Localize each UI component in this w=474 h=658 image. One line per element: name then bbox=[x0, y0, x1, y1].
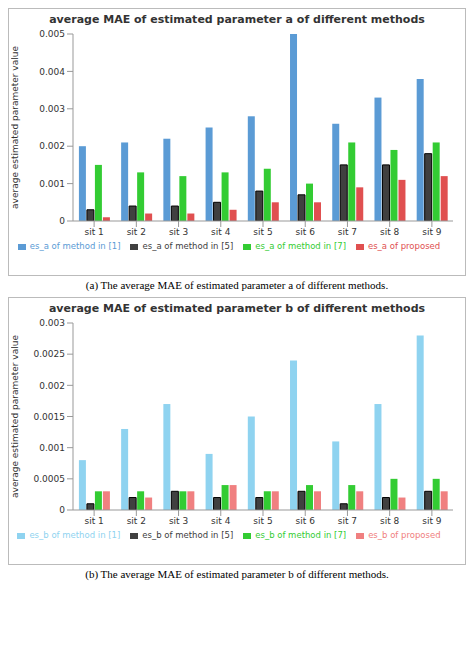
svg-text:sit 1: sit 1 bbox=[84, 516, 103, 526]
svg-text:average estimated parameter va: average estimated parameter value bbox=[11, 46, 20, 209]
html-text:es_b of method in [1]: es_b of method in [1] bbox=[29, 530, 121, 540]
html-text:es_b of method in [7]: es_b of method in [7] bbox=[255, 530, 347, 540]
svg-text:average estimated parameter va: average estimated parameter value bbox=[11, 335, 20, 498]
html-text:(a) The average MAE of estimat: (a) The average MAE of estimated paramet… bbox=[85, 279, 389, 291]
svg-text:sit 9: sit 9 bbox=[422, 227, 442, 237]
svg-text:sit 7: sit 7 bbox=[338, 516, 357, 526]
html-text:es_a of proposed: es_a of proposed bbox=[368, 241, 441, 251]
svg-text:0.004: 0.004 bbox=[39, 67, 65, 77]
svg-text:0.001: 0.001 bbox=[39, 179, 65, 189]
svg-text:sit 3: sit 3 bbox=[169, 516, 188, 526]
svg-text:sit 2: sit 2 bbox=[127, 227, 146, 237]
svg-text:0.0025: 0.0025 bbox=[34, 349, 66, 359]
svg-text:0.002: 0.002 bbox=[39, 141, 65, 151]
html-text:es_b of proposed: es_b of proposed bbox=[368, 530, 441, 540]
svg-text:sit 3: sit 3 bbox=[169, 227, 188, 237]
svg-text:sit 9: sit 9 bbox=[422, 516, 442, 526]
svg-text:0.005: 0.005 bbox=[39, 29, 65, 39]
svg-text:0.001: 0.001 bbox=[39, 443, 65, 453]
svg-text:sit 6: sit 6 bbox=[296, 227, 316, 237]
html-text:es_a of method in [1]: es_a of method in [1] bbox=[29, 241, 121, 251]
svg-text:sit 6: sit 6 bbox=[296, 516, 316, 526]
svg-text:sit 2: sit 2 bbox=[127, 516, 146, 526]
svg-text:0: 0 bbox=[59, 216, 65, 226]
svg-text:0.002: 0.002 bbox=[39, 381, 65, 391]
svg-text:0.003: 0.003 bbox=[39, 104, 65, 114]
svg-text:sit 8: sit 8 bbox=[380, 227, 400, 237]
html-text:es_a of method in [5]: es_a of method in [5] bbox=[142, 241, 234, 251]
html-text:es_a of method in [7]: es_a of method in [7] bbox=[255, 241, 346, 251]
svg-text:0.003: 0.003 bbox=[39, 318, 65, 328]
svg-text:sit 5: sit 5 bbox=[253, 227, 272, 237]
svg-text:sit 4: sit 4 bbox=[211, 227, 231, 237]
html-text:(b) The average MAE of estimat: (b) The average MAE of estimated paramet… bbox=[85, 568, 389, 580]
svg-text:sit 7: sit 7 bbox=[338, 227, 357, 237]
svg-text:sit 5: sit 5 bbox=[253, 516, 272, 526]
svg-text:sit 4: sit 4 bbox=[211, 516, 231, 526]
html-text:es_b of method in [5]: es_b of method in [5] bbox=[142, 530, 234, 540]
html-text:average MAE of estimated param: average MAE of estimated parameter a of … bbox=[49, 13, 425, 26]
html-text:average MAE of estimated param: average MAE of estimated parameter b of … bbox=[48, 302, 426, 315]
svg-text:sit 8: sit 8 bbox=[380, 516, 400, 526]
svg-text:0.0015: 0.0015 bbox=[34, 412, 66, 422]
svg-text:0.0005: 0.0005 bbox=[34, 474, 66, 484]
svg-text:0: 0 bbox=[59, 505, 65, 515]
svg-text:sit 1: sit 1 bbox=[84, 227, 103, 237]
